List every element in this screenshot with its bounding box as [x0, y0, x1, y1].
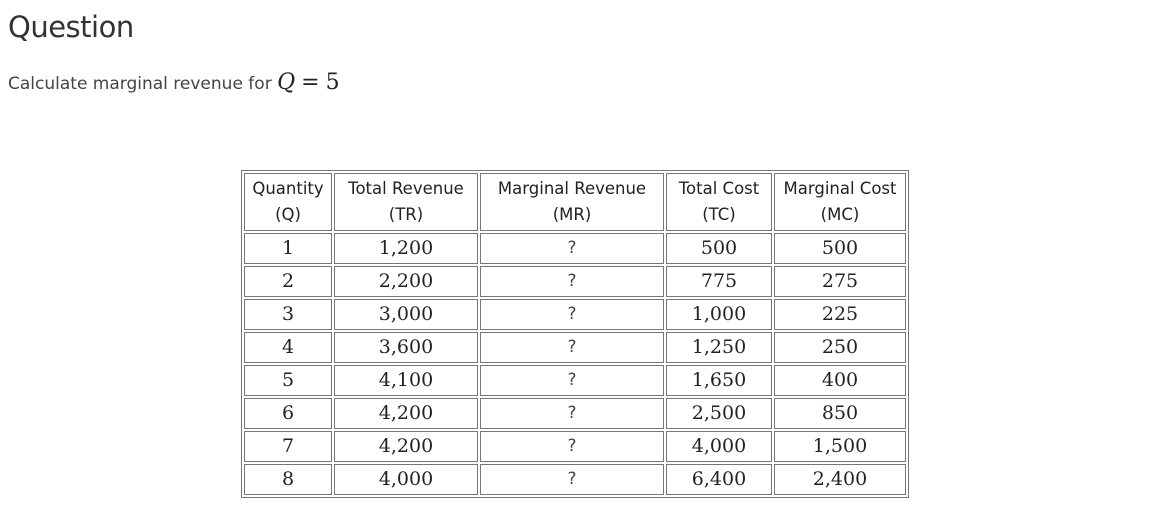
math-expression: Q = 5	[277, 70, 339, 95]
cell-quantity: 3	[244, 299, 332, 330]
cell-total-cost: 6,400	[666, 464, 772, 495]
cell-quantity: 1	[244, 233, 332, 264]
cell-marginal-cost: 225	[774, 299, 906, 330]
cell-quantity: 4	[244, 332, 332, 363]
cell-marginal-cost: 1,500	[774, 431, 906, 462]
cell-marginal-revenue: ?	[480, 464, 664, 495]
cell-marginal-revenue: ?	[480, 398, 664, 429]
header-marginal-cost: Marginal Cost (MC)	[774, 173, 906, 231]
cell-total-cost: 1,000	[666, 299, 772, 330]
question-heading: Question	[8, 10, 134, 44]
cell-marginal-revenue: ?	[480, 266, 664, 297]
table-row: 5 4,100 ? 1,650 400	[244, 365, 906, 396]
table-row: 1 1,200 ? 500 500	[244, 233, 906, 264]
cell-marginal-cost: 850	[774, 398, 906, 429]
cell-quantity: 2	[244, 266, 332, 297]
cell-marginal-revenue: ?	[480, 233, 664, 264]
cell-total-revenue: 4,000	[334, 464, 478, 495]
cell-marginal-revenue: ?	[480, 299, 664, 330]
header-quantity: Quantity (Q)	[244, 173, 332, 231]
table-row: 7 4,200 ? 4,000 1,500	[244, 431, 906, 462]
cell-total-revenue: 4,200	[334, 398, 478, 429]
cell-marginal-cost: 2,400	[774, 464, 906, 495]
cell-marginal-cost: 275	[774, 266, 906, 297]
revenue-cost-table: Quantity (Q) Total Revenue (TR) Marginal R…	[241, 170, 909, 498]
question-prompt: Calculate marginal revenue for Q = 5	[8, 70, 340, 95]
table-row: 3 3,000 ? 1,000 225	[244, 299, 906, 330]
cell-total-revenue: 1,200	[334, 233, 478, 264]
cell-total-cost: 775	[666, 266, 772, 297]
header-total-revenue: Total Revenue (TR)	[334, 173, 478, 231]
table-row: 2 2,200 ? 775 275	[244, 266, 906, 297]
table-header-row: Quantity (Q) Total Revenue (TR) Marginal R…	[244, 173, 906, 231]
table-row: 4 3,600 ? 1,250 250	[244, 332, 906, 363]
cell-total-cost: 1,250	[666, 332, 772, 363]
math-variable: Q	[277, 70, 296, 95]
cell-total-cost: 1,650	[666, 365, 772, 396]
cell-total-revenue: 4,100	[334, 365, 478, 396]
cell-marginal-revenue: ?	[480, 431, 664, 462]
cell-total-revenue: 4,200	[334, 431, 478, 462]
cell-quantity: 8	[244, 464, 332, 495]
cell-marginal-revenue: ?	[480, 332, 664, 363]
cell-quantity: 5	[244, 365, 332, 396]
cell-total-cost: 500	[666, 233, 772, 264]
cell-marginal-cost: 500	[774, 233, 906, 264]
cell-total-cost: 4,000	[666, 431, 772, 462]
cell-marginal-cost: 250	[774, 332, 906, 363]
cell-quantity: 7	[244, 431, 332, 462]
header-total-cost: Total Cost (TC)	[666, 173, 772, 231]
cell-marginal-revenue: ?	[480, 365, 664, 396]
cell-total-revenue: 3,000	[334, 299, 478, 330]
math-value: 5	[325, 70, 340, 95]
math-operator: =	[301, 70, 320, 95]
cell-total-revenue: 2,200	[334, 266, 478, 297]
header-marginal-revenue: Marginal Revenue (MR)	[480, 173, 664, 231]
cell-marginal-cost: 400	[774, 365, 906, 396]
table-row: 6 4,200 ? 2,500 850	[244, 398, 906, 429]
cell-total-revenue: 3,600	[334, 332, 478, 363]
cell-quantity: 6	[244, 398, 332, 429]
prompt-text: Calculate marginal revenue for	[8, 74, 272, 94]
table-row: 8 4,000 ? 6,400 2,400	[244, 464, 906, 495]
cell-total-cost: 2,500	[666, 398, 772, 429]
